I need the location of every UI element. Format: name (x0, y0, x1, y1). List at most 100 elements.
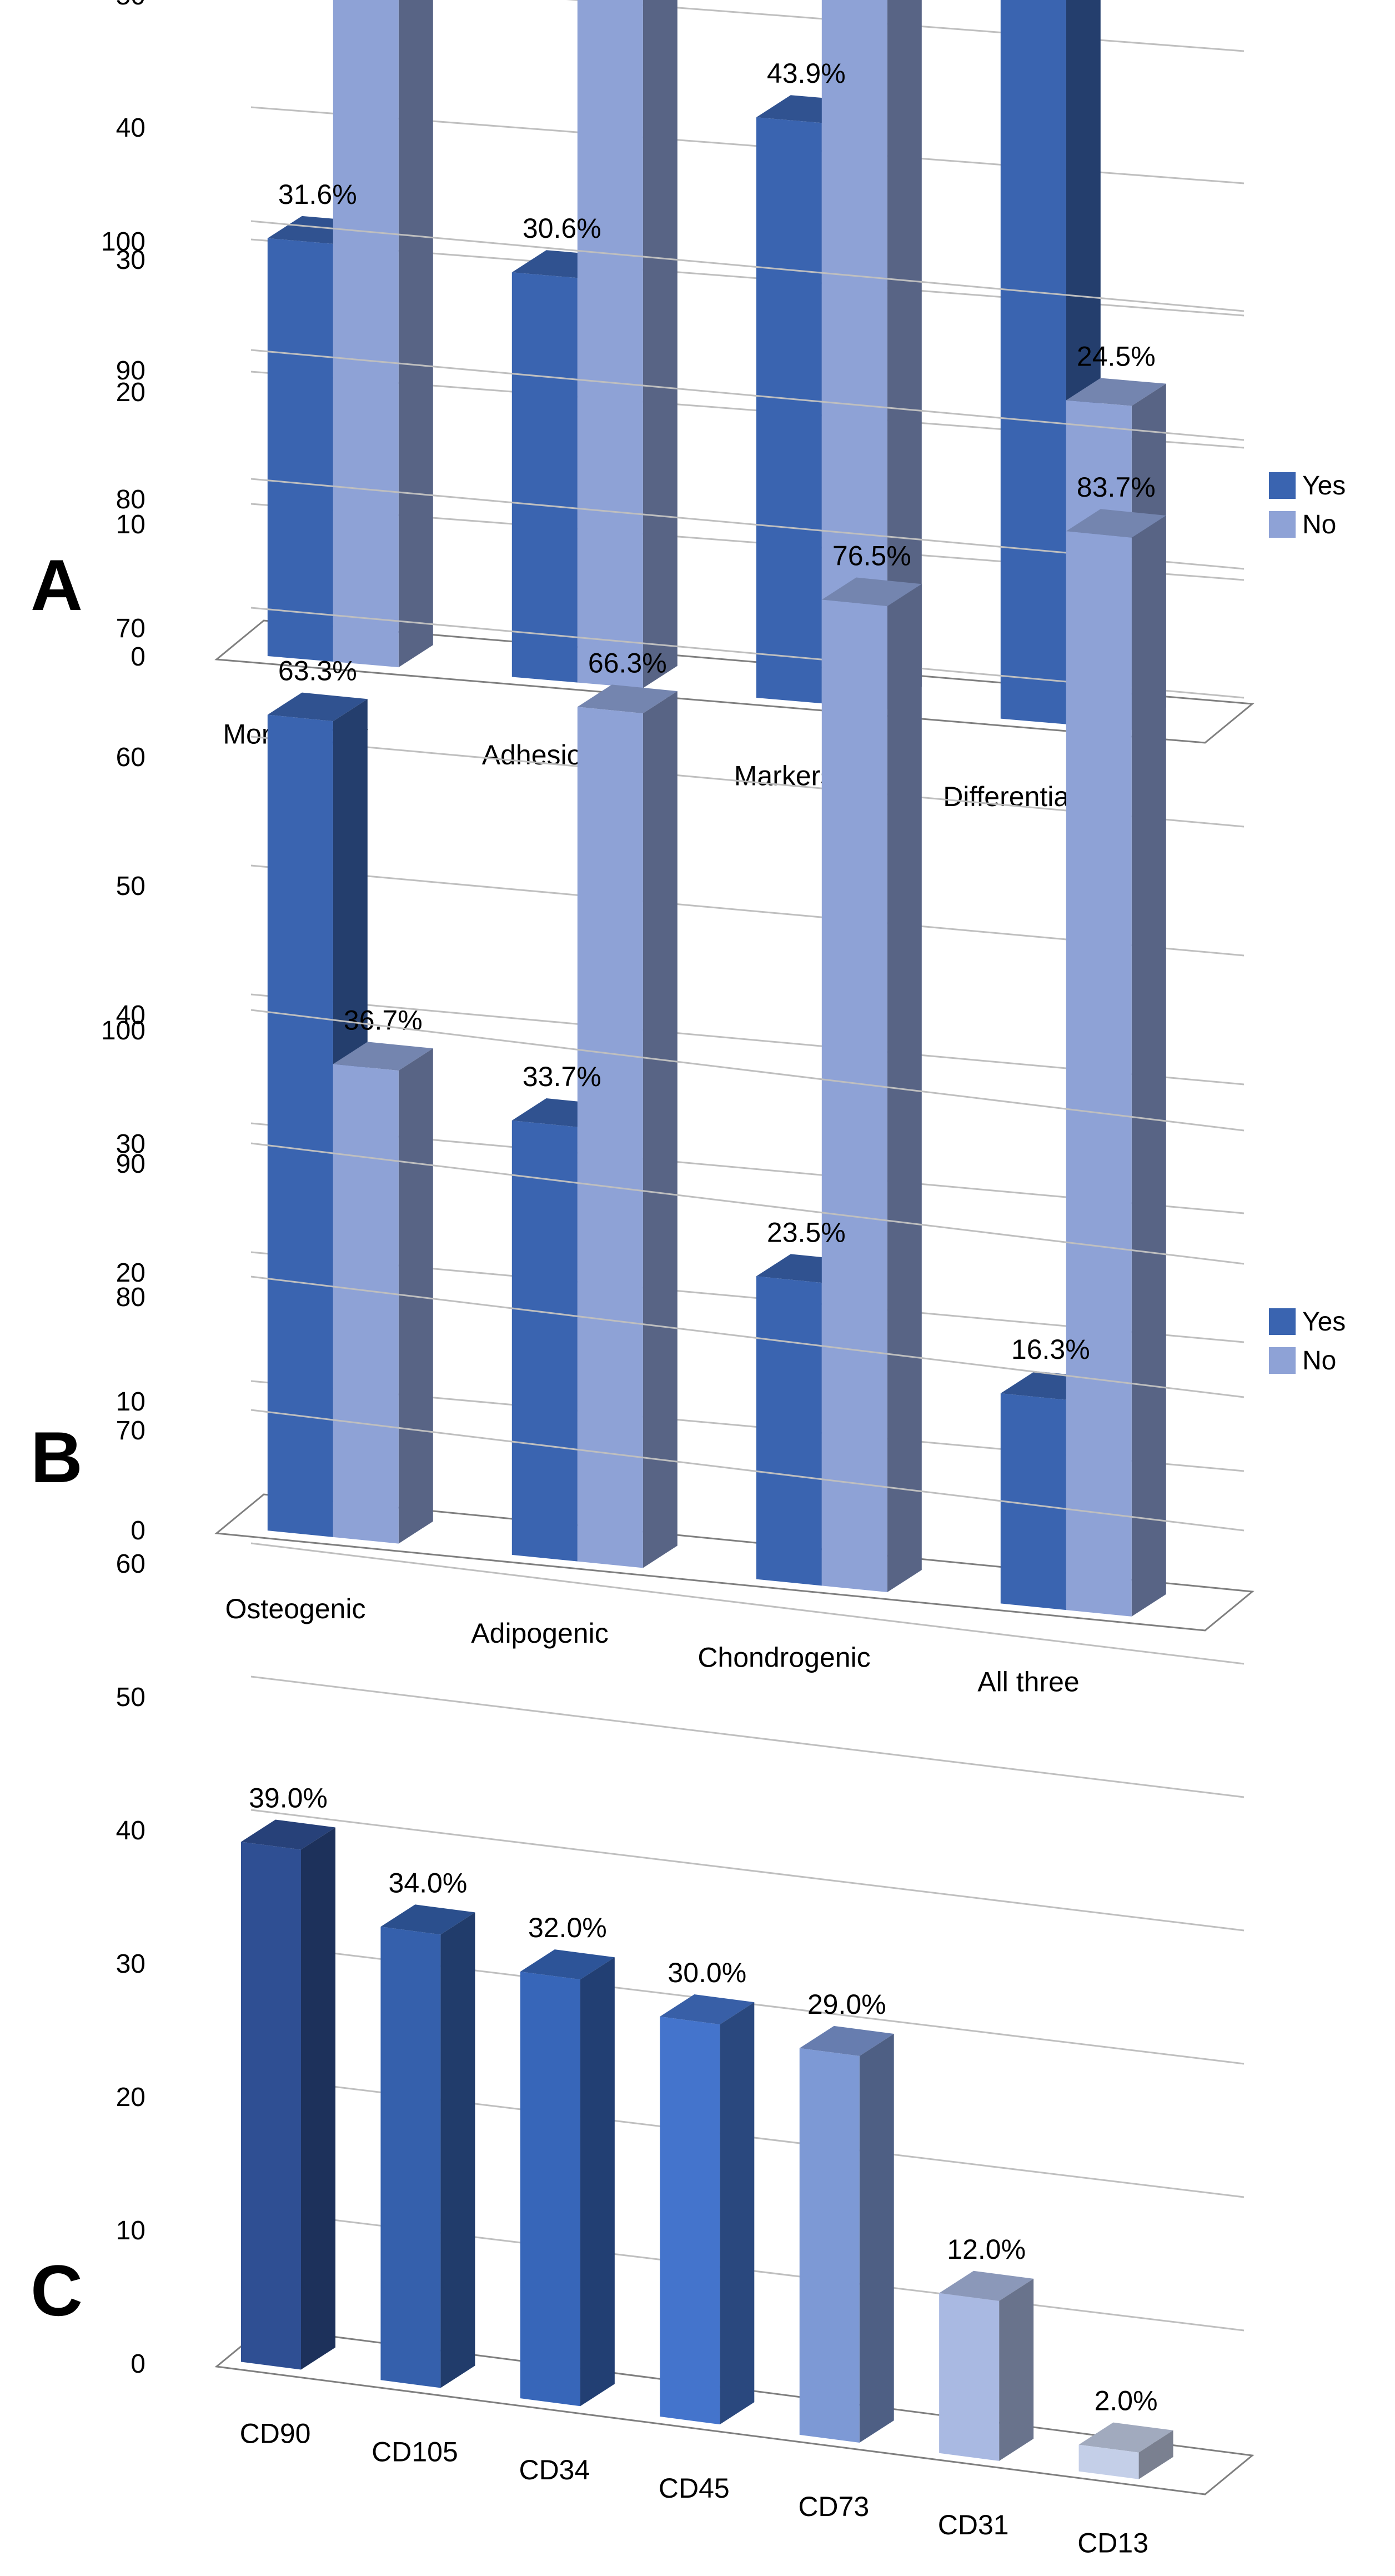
gridline (250, 1009, 1245, 1132)
y-tick-label: 70 (116, 1416, 145, 1445)
y-tick-label: 30 (116, 1949, 145, 1979)
bar-front (756, 117, 822, 704)
legend-swatch-no (1269, 511, 1296, 538)
bar-adhesion-no (577, 0, 678, 688)
y-tick-label: 50 (116, 872, 145, 901)
data-label: 33.7% (523, 1061, 601, 1092)
legend-label-yes: Yes (1302, 471, 1346, 501)
bar-top (821, 577, 922, 607)
category-label: Markers (734, 760, 835, 791)
bar-cd105 (380, 1904, 475, 2388)
y-tick-label: 40 (116, 1001, 145, 1030)
y-tick-label: 30 (116, 246, 145, 275)
y-tick-label: 0 (131, 642, 145, 672)
category-label: CD45 (659, 2473, 730, 2504)
data-label: 39.0% (249, 1782, 328, 1813)
data-label: 76.5% (832, 541, 911, 572)
bar-cd13 (1078, 2422, 1173, 2479)
data-label: 66.3% (588, 647, 667, 678)
bar-side (398, 0, 433, 668)
panel-b-letter: B (31, 1417, 83, 1498)
y-tick-label: 10 (116, 2216, 145, 2245)
bar-cd90 (241, 1819, 335, 2370)
bar-front (756, 1276, 822, 1586)
bar-front (333, 1064, 399, 1544)
bar-front (577, 0, 643, 688)
bar-front (799, 2048, 860, 2443)
bar-front (1078, 2444, 1139, 2479)
y-tick-label: 60 (116, 743, 145, 772)
gridline (250, 1276, 1245, 1398)
bar-all-three-no (1066, 509, 1166, 1617)
bar-front (241, 1842, 301, 2370)
category-label: CD73 (798, 2491, 869, 2522)
category-label: All three (977, 1666, 1079, 1697)
bar-front (267, 238, 333, 662)
y-tick-label: 90 (116, 356, 145, 386)
category-label: Adipogenic (471, 1618, 608, 1649)
bar-side (440, 1912, 475, 2388)
bar-front (511, 1121, 578, 1562)
y-tick-label: 100 (101, 1016, 145, 1046)
bar-morphology-no (333, 0, 433, 668)
bar-front (520, 1972, 580, 2407)
data-label: 34.0% (389, 1867, 468, 1898)
y-tick-label: 20 (116, 2083, 145, 2112)
bar-side (999, 2278, 1034, 2461)
data-label: 30.6% (523, 213, 601, 244)
bar-chondrogenic-no (821, 577, 922, 1593)
legend-swatch-yes (1269, 1308, 1296, 1335)
chart-floor (214, 1493, 1255, 1632)
bar-front (1000, 1393, 1066, 1610)
y-tick-label: 10 (116, 510, 145, 539)
bar-side (887, 584, 922, 1593)
gridline (250, 1675, 1245, 1798)
y-tick-label: 0 (131, 1516, 145, 1545)
data-label: 16.3% (1011, 1334, 1090, 1365)
bar-cd31 (939, 2270, 1034, 2461)
y-tick-label: 100 (101, 227, 145, 257)
bar-top (577, 684, 678, 714)
data-label: 30.0% (668, 1957, 746, 1988)
bar-side (301, 1827, 335, 2370)
bar-cd34 (520, 1949, 615, 2407)
bar-cd73 (799, 2025, 894, 2443)
bar-top (520, 1949, 615, 1980)
bar-side (580, 1957, 615, 2407)
bar-front (511, 272, 578, 683)
bar-top (241, 1819, 335, 1850)
y-tick-label: 50 (116, 0, 145, 11)
gridline (250, 1142, 1245, 1265)
category-label: CD13 (1077, 2528, 1148, 2559)
category-label: CD31 (938, 2509, 1009, 2540)
gridline (250, 349, 1245, 441)
bar-front (821, 599, 887, 1593)
y-tick-label: 20 (116, 1258, 145, 1288)
category-label: CD34 (519, 2454, 590, 2485)
bar-top (267, 692, 368, 722)
bar-front (333, 0, 399, 668)
y-tick-label: 10 (116, 1387, 145, 1417)
bar-front (1066, 531, 1132, 1617)
data-label: 23.5% (767, 1217, 846, 1248)
gridline (250, 1809, 1245, 1932)
bar-front (267, 714, 333, 1537)
bar-top (799, 2025, 894, 2057)
bar-side (887, 0, 922, 709)
data-label: 29.0% (807, 1989, 886, 2020)
bar-side (1138, 2430, 1173, 2479)
legend-swatch-no (1269, 1347, 1296, 1374)
bar-adipogenic-no (577, 684, 678, 1568)
bar-front (1000, 0, 1066, 724)
data-label: 31.6% (278, 179, 357, 210)
bar-front (380, 1927, 441, 2388)
y-tick-label: 80 (116, 485, 145, 514)
legend-label-no: No (1302, 1346, 1336, 1375)
data-label: 12.0% (947, 2234, 1026, 2265)
y-tick-label: 70 (116, 614, 145, 643)
bar-side (643, 0, 678, 688)
legend-swatch-yes (1269, 472, 1296, 499)
y-tick-label: 40 (116, 113, 145, 143)
